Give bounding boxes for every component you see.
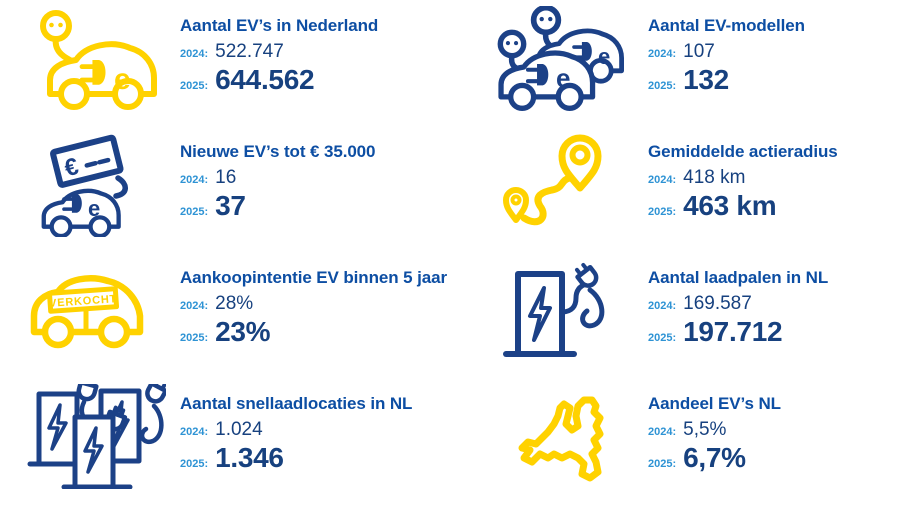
- svg-text:VERKOCHT: VERKOCHT: [49, 293, 118, 310]
- stat-card-charging-points: Aantal laadpalen in NL 2024: 169.587 202…: [450, 254, 900, 380]
- stat-text: Gemiddelde actieradius 2024: 418 km 2025…: [648, 128, 838, 222]
- two-ev-cars-icon: e e: [494, 6, 634, 111]
- year-label-2024: 2024:: [648, 426, 677, 438]
- year-label-2025: 2025:: [648, 332, 677, 344]
- stat-value-2024: 418 km: [683, 167, 746, 188]
- stat-text: Aantal EV-modellen 2024: 107 2025: 132: [648, 2, 805, 96]
- stat-row-2025: 2025: 37: [180, 190, 375, 222]
- stat-row-2025: 2025: 197.712: [648, 316, 828, 348]
- year-label-2025: 2025:: [180, 206, 209, 218]
- stat-value-2025: 463 km: [683, 190, 777, 221]
- stat-card-ev-models: e e Aantal EV-modellen 2024: 107 2025: 1…: [450, 2, 900, 128]
- year-label-2024: 2024:: [648, 48, 677, 60]
- stat-value-2024: 28%: [215, 293, 254, 314]
- stat-title: Aantal snellaadlocaties in NL: [180, 394, 413, 413]
- year-label-2024: 2024:: [648, 174, 677, 186]
- svg-text:€: €: [62, 153, 81, 182]
- stat-row-2024: 2024: 5,5%: [648, 419, 781, 441]
- ev-car-plug-icon: e: [26, 6, 166, 111]
- fast-charging-stations-icon: [26, 384, 166, 489]
- svg-text:e: e: [598, 44, 610, 69]
- stat-value-2024: 5,5%: [683, 419, 727, 440]
- stat-card-ev-share: Aandeel EV’s NL 2024: 5,5% 2025: 6,7%: [450, 380, 900, 506]
- stat-card-purchase-intent: VERKOCHT Aankoopintentie EV binnen 5 jaa…: [0, 254, 450, 380]
- svg-text:e: e: [114, 63, 131, 96]
- stat-row-2024: 2024: 16: [180, 167, 375, 189]
- stat-text: Aankoopintentie EV binnen 5 jaar 2024: 2…: [180, 254, 447, 348]
- stat-value-2024: 107: [683, 41, 715, 62]
- stat-row-2025: 2025: 644.562: [180, 64, 378, 96]
- stat-card-new-evs-under-35k: € e Nieuwe EV’s tot € 35.000 2024: 16 20…: [0, 128, 450, 254]
- stat-row-2025: 2025: 23%: [180, 316, 447, 348]
- stat-text: Aantal EV’s in Nederland 2024: 522.747 2…: [180, 2, 378, 96]
- stat-card-average-range: Gemiddelde actieradius 2024: 418 km 2025…: [450, 128, 900, 254]
- stat-row-2024: 2024: 522.747: [180, 41, 378, 63]
- price-tag-ev-car-icon: € e: [26, 132, 166, 237]
- year-label-2024: 2024:: [648, 300, 677, 312]
- year-label-2025: 2025:: [648, 458, 677, 470]
- charging-station-icon: [494, 258, 634, 363]
- stat-value-2025: 132: [683, 64, 729, 95]
- stat-row-2024: 2024: 28%: [180, 293, 447, 315]
- stat-value-2025: 1.346: [215, 442, 284, 473]
- stat-value-2025: 6,7%: [683, 442, 746, 473]
- stat-title: Gemiddelde actieradius: [648, 142, 838, 161]
- stat-title: Aankoopintentie EV binnen 5 jaar: [180, 268, 447, 287]
- year-label-2025: 2025:: [180, 332, 209, 344]
- stat-text: Aantal laadpalen in NL 2024: 169.587 202…: [648, 254, 828, 348]
- netherlands-map-icon: [494, 384, 634, 489]
- stat-card-fast-charging-locations: Aantal snellaadlocaties in NL 2024: 1.02…: [0, 380, 450, 506]
- stat-row-2025: 2025: 6,7%: [648, 442, 781, 474]
- year-label-2025: 2025:: [180, 458, 209, 470]
- stat-row-2025: 2025: 463 km: [648, 190, 838, 222]
- year-label-2025: 2025:: [648, 206, 677, 218]
- year-label-2024: 2024:: [180, 426, 209, 438]
- stat-title: Aantal EV-modellen: [648, 16, 805, 35]
- year-label-2024: 2024:: [180, 48, 209, 60]
- stat-title: Aandeel EV’s NL: [648, 394, 781, 413]
- svg-text:e: e: [88, 196, 100, 221]
- stat-value-2025: 37: [215, 190, 246, 221]
- stat-row-2024: 2024: 418 km: [648, 167, 838, 189]
- stat-value-2024: 16: [215, 167, 237, 188]
- stat-title: Aantal laadpalen in NL: [648, 268, 829, 287]
- stat-value-2025: 197.712: [683, 316, 783, 347]
- svg-text:e: e: [556, 63, 570, 93]
- year-label-2025: 2025:: [648, 80, 677, 92]
- stat-value-2024: 169.587: [683, 293, 752, 314]
- stat-row-2025: 2025: 132: [648, 64, 805, 96]
- stat-text: Nieuwe EV’s tot € 35.000 2024: 16 2025: …: [180, 128, 376, 222]
- stat-row-2024: 2024: 1.024: [180, 419, 412, 441]
- stat-title: Nieuwe EV’s tot € 35.000: [180, 142, 376, 161]
- sold-car-icon: VERKOCHT: [26, 258, 166, 363]
- stat-card-ev-count-nl: e Aantal EV’s in Nederland 2024: 522.747…: [0, 2, 450, 128]
- stat-title: Aantal EV’s in Nederland: [180, 16, 379, 35]
- stat-row-2024: 2024: 169.587: [648, 293, 828, 315]
- stat-value-2024: 1.024: [215, 419, 263, 440]
- stat-value-2024: 522.747: [215, 41, 284, 62]
- stat-row-2025: 2025: 1.346: [180, 442, 412, 474]
- stat-value-2025: 644.562: [215, 64, 315, 95]
- year-label-2025: 2025:: [180, 80, 209, 92]
- stat-text: Aandeel EV’s NL 2024: 5,5% 2025: 6,7%: [648, 380, 781, 474]
- year-label-2024: 2024:: [180, 300, 209, 312]
- stat-value-2025: 23%: [215, 316, 271, 347]
- stat-row-2024: 2024: 107: [648, 41, 805, 63]
- stat-text: Aantal snellaadlocaties in NL 2024: 1.02…: [180, 380, 412, 474]
- year-label-2024: 2024:: [180, 174, 209, 186]
- route-map-pins-icon: [494, 132, 634, 237]
